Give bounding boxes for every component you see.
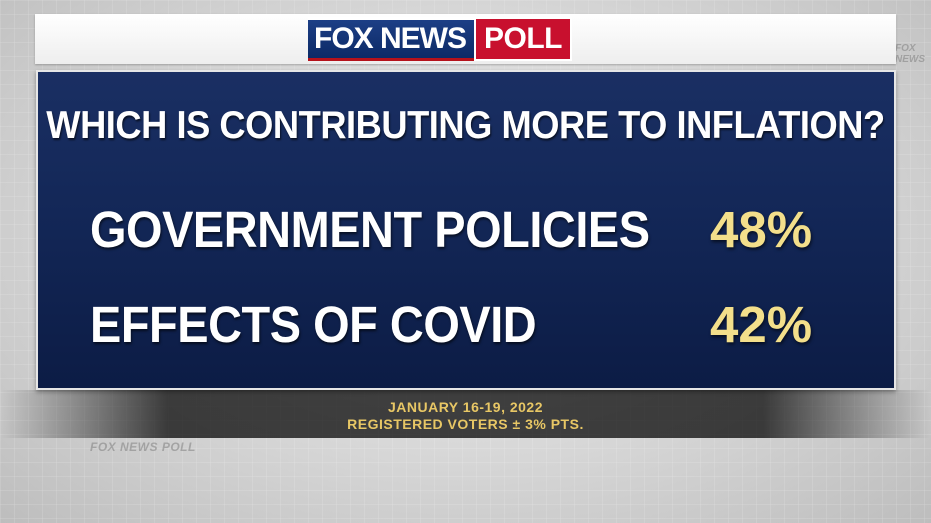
poll-question: WHICH IS CONTRIBUTING MORE TO INFLATION?	[46, 104, 885, 147]
poll-panel	[36, 70, 896, 390]
fox-news-logo-text: FOX NEWS	[314, 22, 467, 55]
answer-label-effects-of-covid: EFFECTS OF COVID	[90, 296, 537, 353]
answer-label-government-policies: GOVERNMENT POLICIES	[90, 201, 650, 258]
poll-badge: POLL	[474, 17, 573, 61]
background-watermark-top: FOX NEWS	[895, 43, 925, 65]
fox-news-wordmark: FOX NEWS	[308, 17, 475, 61]
poll-sample-info: REGISTERED VOTERS ± 3% PTS.	[347, 416, 584, 432]
footer-band	[0, 390, 931, 438]
answer-value-government-policies: 48%	[710, 201, 813, 258]
answer-value-effects-of-covid: 42%	[710, 296, 813, 353]
poll-dates: JANUARY 16-19, 2022	[387, 399, 544, 415]
background-watermark: FOX NEWS POLL	[90, 440, 196, 454]
fox-news-poll-logo: FOX NEWS POLL	[308, 17, 573, 61]
